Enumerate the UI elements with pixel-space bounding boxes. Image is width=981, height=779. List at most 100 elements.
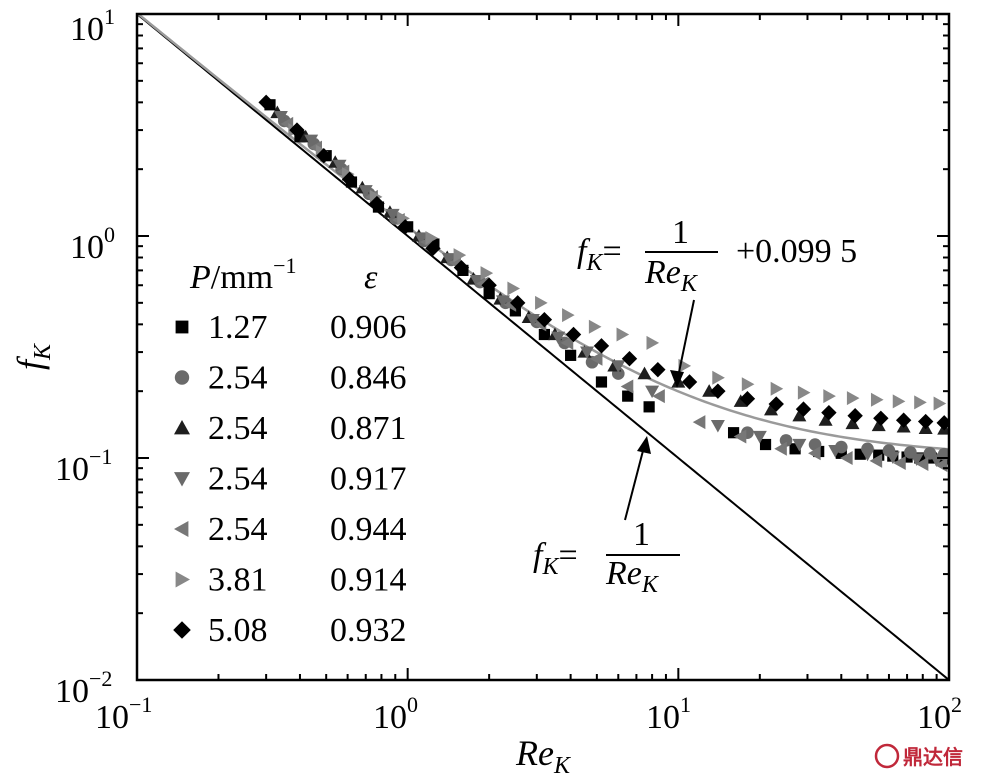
data-point-series-5	[774, 441, 787, 456]
legend-marker	[174, 472, 190, 487]
legend-eps-value: 0.932	[330, 612, 407, 649]
data-point-series-7	[795, 401, 812, 417]
data-point-series-6	[712, 370, 725, 385]
svg-text:+0.099 5: +0.099 5	[736, 233, 857, 270]
legend-eps-value: 0.917	[330, 461, 407, 498]
data-point-series-2	[779, 434, 793, 447]
y-tick-label: 10−2	[55, 666, 112, 710]
x-tick-label: 10−1	[95, 692, 152, 736]
data-point-series-6	[616, 327, 630, 342]
data-point-series-1	[643, 401, 655, 413]
data-point-series-4	[909, 453, 924, 466]
data-point-series-5	[589, 351, 603, 366]
markers-layer	[258, 94, 949, 472]
data-point-series-1	[622, 390, 634, 402]
fit-equation: fK= 1 ReK +0.099 5	[577, 214, 857, 388]
svg-text:1: 1	[633, 516, 650, 553]
data-point-series-5	[733, 429, 747, 444]
data-point-series-7	[710, 383, 726, 399]
data-point-series-4	[358, 185, 373, 198]
svg-text:ReK: ReK	[605, 555, 660, 598]
data-point-series-4	[860, 448, 875, 462]
legend-eps-value: 0.914	[330, 562, 407, 599]
data-point-series-4	[580, 346, 595, 360]
data-point-series-6	[933, 396, 947, 411]
data-point-series-4	[792, 438, 807, 452]
data-point-series-1	[483, 288, 495, 300]
legend-eps-value: 0.906	[330, 309, 407, 346]
svg-text:fK=: fK=	[577, 233, 622, 276]
data-point-series-7	[821, 404, 837, 421]
legend-p-value: 5.08	[208, 612, 268, 649]
legend: P/mm−1 ε 1.27 0.906 2.54 0.846 2.54 0.871 2.54…	[173, 253, 407, 649]
legend-marker	[174, 420, 190, 435]
data-point-series-5	[560, 335, 574, 350]
data-point-series-7	[936, 415, 949, 431]
svg-text:fK=: fK=	[533, 537, 578, 580]
data-point-series-7	[289, 122, 305, 138]
data-point-series-1	[759, 438, 772, 451]
data-point-series-7	[536, 311, 553, 328]
black-reference-line	[137, 14, 949, 680]
y-tick-label: 10−1	[55, 444, 112, 488]
watermark-logo-icon	[874, 743, 900, 769]
data-point-series-3	[845, 416, 860, 430]
data-point-series-6	[646, 335, 660, 350]
data-point-series-7	[650, 361, 666, 378]
data-point-series-1	[294, 131, 306, 143]
x-tick-labels: 10−1 100 101 102	[95, 692, 962, 736]
data-point-series-4	[752, 430, 767, 444]
data-point-series-7	[593, 338, 610, 354]
y-tick-label: 101	[70, 4, 115, 48]
data-point-series-1	[565, 349, 577, 361]
data-point-series-5	[620, 379, 634, 394]
data-point-series-3	[792, 408, 807, 422]
data-point-series-5	[893, 455, 906, 470]
data-point-series-5	[869, 453, 883, 468]
data-point-series-6	[797, 385, 811, 400]
data-point-series-4	[525, 314, 540, 327]
legend-p-value: 2.54	[208, 360, 268, 397]
legend-marker	[174, 370, 190, 385]
data-point-series-7	[425, 240, 441, 257]
data-point-series-4	[645, 385, 660, 399]
legend-marker	[175, 571, 190, 588]
data-point-series-5	[808, 446, 821, 461]
legend-p-value: 2.54	[208, 410, 268, 447]
data-point-series-7	[621, 351, 638, 367]
legend-marker	[174, 521, 189, 537]
data-point-series-6	[823, 389, 836, 404]
legend-p-value: 2.54	[208, 511, 268, 548]
data-point-series-5	[915, 456, 929, 471]
data-point-series-7	[481, 277, 497, 293]
x-tick-label: 102	[917, 692, 962, 736]
data-point-series-4	[710, 419, 725, 433]
data-point-series-5	[840, 451, 853, 465]
legend-p-value: 3.81	[208, 562, 268, 599]
data-point-series-4	[551, 331, 566, 345]
legend-eps-value: 0.871	[330, 410, 407, 447]
data-point-series-7	[681, 374, 698, 390]
data-point-series-7	[768, 396, 784, 412]
data-point-series-3	[818, 413, 833, 426]
data-point-series-4	[469, 274, 484, 288]
legend-marker	[175, 320, 189, 334]
y-tick-label: 100	[70, 222, 115, 266]
data-point-series-6	[770, 381, 784, 396]
data-point-series-7	[873, 410, 889, 426]
data-point-series-5	[652, 389, 665, 404]
data-point-series-1	[595, 376, 608, 388]
data-point-series-6	[846, 391, 860, 406]
data-point-series-7	[316, 147, 332, 164]
data-point-series-4	[441, 253, 456, 266]
data-point-series-1	[538, 328, 550, 341]
data-point-series-1	[789, 443, 801, 455]
data-point-series-7	[258, 94, 274, 111]
data-point-series-6	[535, 295, 548, 310]
data-point-series-7	[341, 171, 358, 188]
data-point-series-4	[304, 134, 319, 148]
legend-header-p: P/mm−1	[189, 253, 297, 296]
data-point-series-3	[764, 402, 779, 416]
svg-text:ReK: ReK	[644, 254, 699, 297]
